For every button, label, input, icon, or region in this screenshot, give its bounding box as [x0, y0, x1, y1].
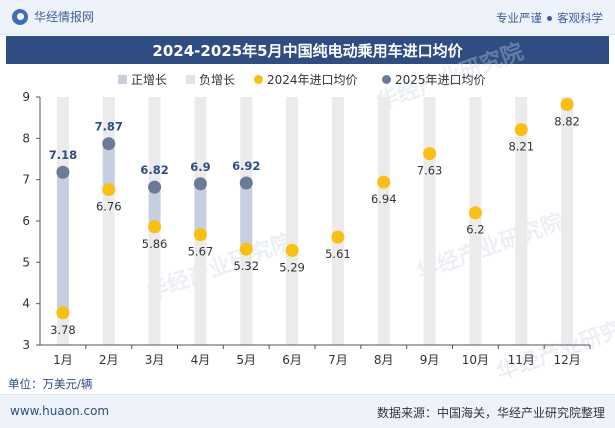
x-tick-label: 12月 [553, 353, 580, 367]
tagline-right: 客观科学 [557, 11, 603, 25]
point-2024 [193, 228, 207, 242]
y-tick-label: 6 [22, 214, 30, 228]
legend-negative-growth-swatch [186, 75, 195, 84]
x-tick-label: 7月 [328, 353, 348, 367]
x-tick-label: 10月 [462, 353, 489, 367]
background-bar [377, 97, 390, 345]
point-2024 [468, 206, 482, 220]
data-label-2024: 8.21 [508, 140, 534, 154]
point-2024 [239, 242, 253, 256]
data-label-2024: 5.32 [233, 259, 259, 273]
point-2025 [239, 176, 253, 190]
data-label-2025: 6.82 [140, 163, 168, 177]
point-2024 [560, 97, 574, 111]
x-tick-label: 1月 [53, 353, 73, 367]
x-tick-label: 3月 [145, 353, 165, 367]
legend-2024-label: 2024年进口均价 [267, 73, 358, 87]
data-label-2025: 7.87 [95, 120, 123, 134]
point-2025 [193, 177, 207, 191]
brand-name: 华经情报网 [34, 10, 95, 24]
x-tick-label: 5月 [236, 353, 256, 367]
legend-2024-swatch [254, 75, 263, 84]
data-label-2024: 6.2 [466, 223, 484, 237]
point-2024 [423, 147, 437, 161]
legend-positive-growth-swatch [118, 75, 127, 84]
brand: 华经情报网 [12, 8, 94, 25]
legend-2025-swatch [382, 75, 391, 84]
y-tick-label: 7 [22, 173, 30, 187]
data-label-2024: 5.86 [142, 237, 168, 251]
tagline-left: 专业严谨 [496, 11, 542, 25]
website-link[interactable]: www.huaon.com [10, 404, 110, 418]
background-bar [102, 97, 115, 345]
point-2025 [56, 165, 70, 179]
x-tick-label: 2月 [99, 353, 119, 367]
data-label-2024: 8.82 [554, 114, 580, 128]
logo-icon [12, 8, 28, 25]
growth-bar [102, 143, 115, 190]
source-note: 数据来源：中国海关，华经产业研究院整理 [376, 406, 605, 420]
tagline: 专业严谨 客观科学 [496, 10, 603, 26]
data-label-2024: 6.76 [96, 200, 122, 214]
chart-title: 2024-2025年5月中国纯电动乘用车进口均价 [6, 36, 609, 64]
background-bar [331, 97, 344, 345]
point-2025 [102, 137, 116, 151]
legend-positive-growth-label: 正增长 [131, 73, 167, 87]
y-tick-label: 3 [22, 338, 30, 352]
point-2024 [148, 220, 162, 234]
point-2024 [331, 230, 345, 244]
background-bar [469, 97, 482, 345]
data-label-2025: 6.9 [190, 160, 210, 174]
footer: www.huaon.com 数据来源：中国海关，华经产业研究院整理 [0, 394, 615, 428]
point-2024 [514, 123, 528, 137]
background-bar [423, 97, 436, 345]
growth-bar [148, 187, 161, 227]
point-2025 [148, 180, 162, 194]
watermark-text: 华经产业研究院 [493, 309, 615, 386]
x-tick-label: 8月 [374, 353, 394, 367]
data-label-2024: 5.61 [325, 247, 351, 261]
background-bar [561, 97, 574, 345]
background-bar [515, 97, 528, 345]
growth-bar [240, 182, 253, 250]
point-2024 [285, 243, 299, 257]
point-2024 [102, 183, 116, 197]
data-label-2025: 6.92 [232, 159, 260, 173]
x-tick-label: 4月 [191, 353, 211, 367]
data-label-2024: 3.78 [50, 323, 76, 337]
unit-label: 单位：万美元/辆 [8, 377, 93, 391]
point-2024 [377, 175, 391, 189]
y-tick-label: 4 [22, 297, 30, 311]
y-tick-label: 5 [22, 255, 30, 269]
y-tick-label: 9 [22, 90, 30, 104]
y-tick-label: 8 [22, 131, 30, 145]
background-bar [286, 97, 299, 345]
top-header: 华经情报网 专业严谨 客观科学 [0, 0, 615, 35]
point-2024 [56, 306, 70, 320]
legend-2025-label: 2025年进口均价 [395, 73, 486, 87]
data-label-2025: 7.18 [49, 148, 77, 162]
x-tick-label: 6月 [282, 353, 302, 367]
growth-bar [194, 183, 207, 235]
data-label-2024: 5.67 [188, 245, 214, 259]
bullet-icon [547, 16, 552, 21]
growth-bar [56, 172, 69, 313]
data-label-2024: 5.29 [279, 260, 305, 274]
x-tick-label: 9月 [420, 353, 440, 367]
legend-negative-growth-label: 负增长 [199, 73, 235, 87]
data-label-2024: 6.94 [371, 192, 397, 206]
x-tick-label: 11月 [508, 353, 535, 367]
data-label-2024: 7.63 [417, 164, 443, 178]
watermark-text: 华经产业研究院 [413, 209, 567, 286]
